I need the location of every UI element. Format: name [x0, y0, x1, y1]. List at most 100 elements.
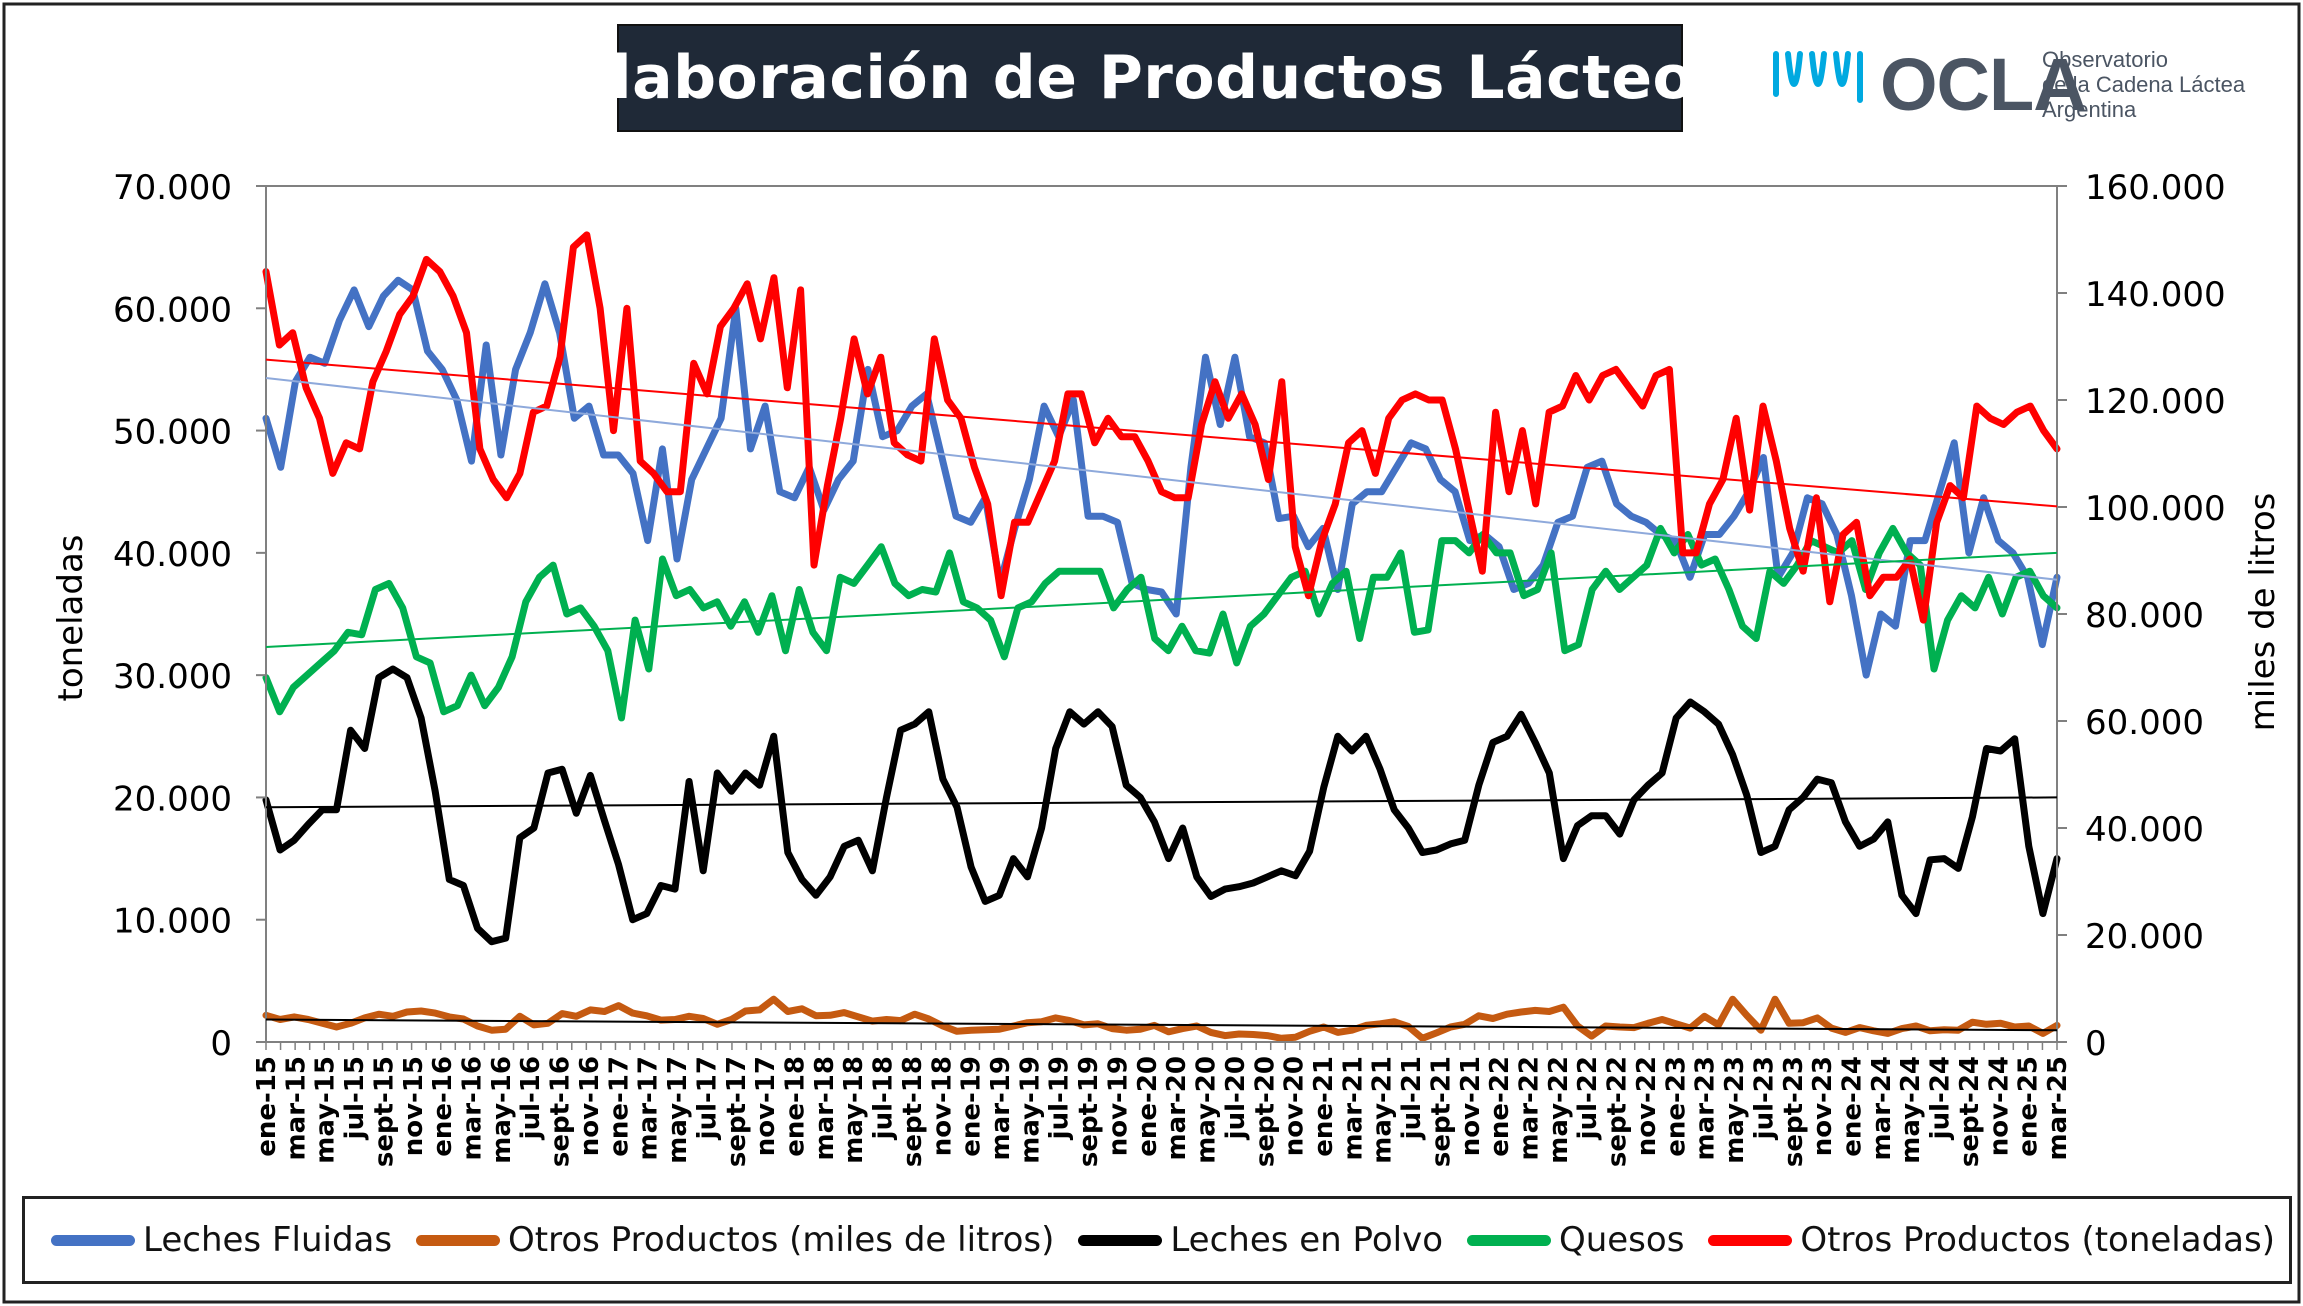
x-tick-label: nov-17 [751, 1056, 781, 1156]
y2-tick-label: 80.000 [2085, 596, 2204, 636]
x-tick-label: sept-15 [369, 1056, 399, 1167]
x-tick-label: nov-21 [1456, 1056, 1486, 1156]
legend-swatch [1708, 1234, 1793, 1246]
logo-line-3: Argentina [2042, 97, 2137, 122]
x-tick-label: ene-25 [2014, 1056, 2044, 1157]
x-tick-label: mar-16 [458, 1056, 488, 1160]
x-tick-label: ene-18 [780, 1056, 810, 1157]
x-tick-label: sept-16 [546, 1056, 576, 1167]
series-line-leches-en-polvo [262, 665, 2061, 946]
milk-wave-icon [1773, 51, 1863, 103]
legend: Leches Fluidas Otros Productos (miles de … [22, 1196, 2292, 1284]
x-tick-label: jul-16 [516, 1056, 546, 1140]
y2-tick-label: 160.000 [2085, 168, 2226, 208]
x-tick-label: sept-18 [898, 1056, 928, 1167]
legend-item: Leches Fluidas [51, 1220, 392, 1260]
trendline-otros-productos-toneladas [265, 358, 2058, 508]
x-tick-label: sept-17 [722, 1056, 752, 1167]
x-tick-label: jul-20 [1221, 1056, 1251, 1140]
x-tick-label: jul-15 [340, 1056, 370, 1140]
x-tick-label: mar-23 [1691, 1056, 1721, 1160]
x-tick-label: nov-23 [1808, 1056, 1838, 1156]
y-axis-label: toneladas [51, 534, 91, 701]
x-tick-label: may-16 [487, 1056, 517, 1164]
x-tick-label: mar-22 [1515, 1056, 1545, 1160]
logo-line-2: de la Cadena Láctea [2042, 72, 2246, 97]
x-tick-label: mar-25 [2043, 1056, 2073, 1160]
x-tick-label: sept-19 [1074, 1056, 1104, 1167]
logo-line-1: Observatorio [2042, 47, 2168, 72]
x-tick-label: mar-20 [1162, 1056, 1192, 1160]
x-tick-label: jul-18 [869, 1056, 899, 1140]
series-line-leches-fluidas [262, 276, 2061, 679]
x-tick-label: may-20 [1192, 1056, 1222, 1164]
trendline-leches-fluidas [265, 376, 2058, 581]
x-tick-label: ene-24 [1837, 1056, 1867, 1157]
x-tick-label: ene-20 [1133, 1056, 1163, 1157]
legend-swatch [1078, 1234, 1163, 1246]
x-tick-label: sept-21 [1426, 1056, 1456, 1167]
legend-item: Quesos [1466, 1220, 1684, 1260]
y-tick-label: 40.000 [113, 535, 232, 575]
x-tick-label: may-19 [1015, 1056, 1045, 1164]
x-tick-label: ene-19 [957, 1056, 987, 1157]
y-tick-label: 10.000 [113, 902, 232, 942]
x-tick-label: may-23 [1720, 1056, 1750, 1164]
x-tick-label: ene-23 [1661, 1056, 1691, 1157]
legend-label: Otros Productos (miles de litros) [508, 1220, 1055, 1260]
legend-label: Otros Productos (toneladas) [1800, 1220, 2275, 1260]
y2-tick-label: 40.000 [2085, 810, 2204, 850]
legend-swatch [51, 1234, 135, 1246]
y-tick-label: 20.000 [113, 779, 232, 819]
y2-axis-label: miles de litros [2243, 493, 2283, 732]
x-tick-label: jul-23 [1749, 1056, 1779, 1140]
trendline-otros-productos-miles-de-litros [265, 1018, 2058, 1032]
x-tick-label: mar-21 [1338, 1056, 1368, 1160]
x-tick-label: jul-19 [1045, 1056, 1075, 1140]
y-tick-label: 30.000 [113, 657, 232, 697]
trendline-leches-en-polvo [265, 796, 2058, 809]
y-tick-label: 0 [210, 1024, 232, 1064]
x-tick-label: nov-18 [927, 1056, 957, 1156]
x-tick-label: may-21 [1368, 1056, 1398, 1164]
y-tick-label: 70.000 [113, 168, 232, 208]
x-tick-label: mar-18 [810, 1056, 840, 1160]
legend-item: Otros Productos (miles de litros) [416, 1220, 1054, 1260]
ocla-logo: OCLA Observatorio de la Cadena Láctea Ar… [1770, 40, 2245, 140]
chart-title-box: Elaboración de Productos Lácteos [570, 24, 1730, 132]
trendline-quesos [265, 551, 2058, 649]
y-tick-label: 60.000 [113, 290, 232, 330]
y2-tick-label: 120.000 [2085, 382, 2226, 422]
x-tick-label: nov-19 [1103, 1056, 1133, 1156]
x-tick-label: may-17 [663, 1056, 693, 1164]
x-tick-label: nov-22 [1632, 1056, 1662, 1156]
legend-label: Leches en Polvo [1170, 1220, 1443, 1260]
x-tick-label: jul-17 [692, 1056, 722, 1140]
x-tick-label: mar-24 [1867, 1056, 1897, 1160]
x-tick-label: nov-20 [1280, 1056, 1310, 1156]
chart-title: Elaboración de Productos Lácteos [569, 43, 1731, 113]
y2-tick-label: 140.000 [2085, 275, 2226, 315]
series-line-otros-productos-toneladas [262, 231, 2061, 624]
x-tick-label: nov-15 [399, 1056, 429, 1156]
x-tick-label: may-15 [311, 1056, 341, 1164]
x-tick-label: mar-15 [281, 1056, 311, 1160]
x-tick-label: nov-16 [575, 1056, 605, 1156]
y-tick-label: 50.000 [113, 413, 232, 453]
trendlines [265, 358, 2058, 1032]
x-tick-label: sept-22 [1603, 1056, 1633, 1167]
legend-swatch [416, 1234, 501, 1246]
axes: 0 10.000 20.000 30.000 40.000 50.000 60.000 70.… [113, 168, 2226, 1167]
x-tick-label: jul-21 [1397, 1056, 1427, 1140]
x-tick-label: ene-17 [604, 1056, 634, 1157]
series-line-quesos [262, 524, 2061, 722]
legend-swatch [1466, 1234, 1551, 1246]
legend-label: Leches Fluidas [143, 1220, 393, 1260]
x-tick-label: may-22 [1544, 1056, 1574, 1164]
x-tick-label: may-18 [839, 1056, 869, 1164]
x-tick-label: nov-24 [1984, 1056, 2014, 1156]
y2-tick-label: 100.000 [2085, 489, 2226, 529]
legend-item: Leches en Polvo [1078, 1220, 1443, 1260]
